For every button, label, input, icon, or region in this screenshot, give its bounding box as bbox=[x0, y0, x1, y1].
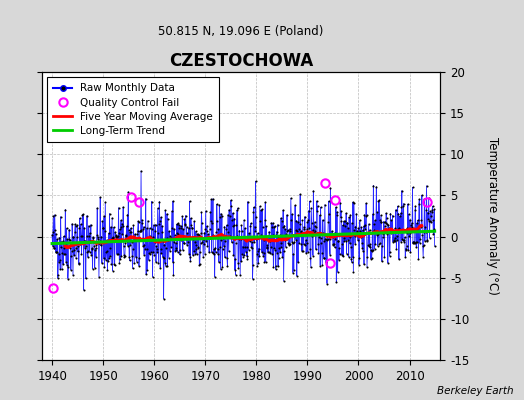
Text: 50.815 N, 19.096 E (Poland): 50.815 N, 19.096 E (Poland) bbox=[158, 25, 324, 38]
Title: CZESTOCHOWA: CZESTOCHOWA bbox=[169, 52, 313, 70]
Legend: Raw Monthly Data, Quality Control Fail, Five Year Moving Average, Long-Term Tren: Raw Monthly Data, Quality Control Fail, … bbox=[47, 77, 220, 142]
Text: Berkeley Earth: Berkeley Earth bbox=[437, 386, 514, 396]
Y-axis label: Temperature Anomaly (°C): Temperature Anomaly (°C) bbox=[486, 137, 499, 295]
